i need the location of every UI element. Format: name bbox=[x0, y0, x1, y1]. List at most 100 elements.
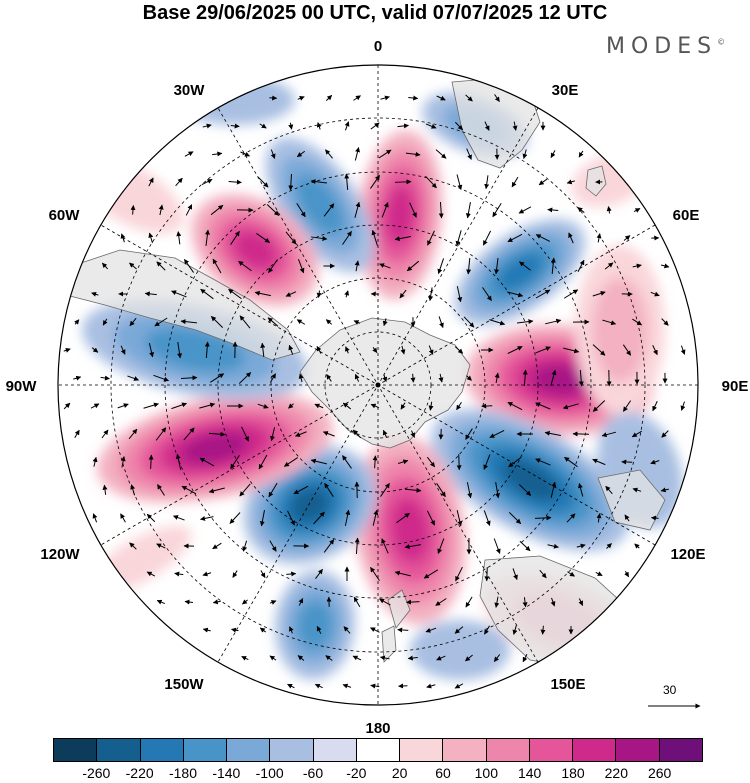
lon-label-60e: 60E bbox=[673, 207, 700, 224]
wind-vector bbox=[74, 429, 80, 439]
map-title: Base 29/06/2025 00 UTC, valid 07/07/2025… bbox=[142, 2, 608, 24]
anomaly-contour bbox=[297, 600, 333, 650]
lon-label-180: 180 bbox=[365, 720, 390, 737]
wind-vector bbox=[680, 345, 686, 355]
anomaly-contour bbox=[497, 253, 543, 291]
colorbar-swatch bbox=[182, 739, 227, 761]
wind-vector bbox=[325, 319, 333, 325]
wind-vector bbox=[568, 232, 574, 244]
wind-vector bbox=[297, 655, 305, 661]
wind-vector bbox=[632, 263, 642, 269]
wind-vector bbox=[212, 542, 222, 550]
colorbar-swatch bbox=[139, 739, 183, 761]
wind-vector bbox=[239, 483, 251, 497]
colorbar-tick-label: 260 bbox=[647, 765, 672, 781]
colorbar-swatch bbox=[442, 739, 486, 761]
wind-vector bbox=[354, 260, 360, 272]
wind-vector bbox=[577, 207, 585, 213]
anomaly-contour bbox=[592, 277, 648, 383]
wind-vector bbox=[435, 149, 447, 159]
wind-vector bbox=[397, 627, 409, 633]
latitude-circle bbox=[217, 224, 539, 546]
wind-vector bbox=[425, 175, 437, 189]
colorbar-tick-label: -220 bbox=[125, 765, 154, 781]
wind-vector bbox=[204, 341, 210, 359]
wind-vector bbox=[100, 375, 110, 381]
colorbar-tick-label: 60 bbox=[435, 765, 451, 781]
wind-vector bbox=[268, 482, 278, 498]
wind-vector bbox=[535, 346, 551, 354]
wind-vector bbox=[370, 122, 380, 130]
wind-vector bbox=[345, 346, 350, 354]
wind-vector bbox=[92, 456, 98, 467]
wind-vector bbox=[482, 287, 492, 302]
wind-vector bbox=[176, 231, 182, 245]
wind-vector bbox=[426, 510, 436, 526]
wind-vector bbox=[259, 123, 267, 129]
wind-vector bbox=[208, 487, 225, 494]
wind-vector bbox=[494, 258, 500, 275]
wind-vector bbox=[399, 289, 407, 299]
wind-vector bbox=[184, 151, 194, 157]
wind-vector bbox=[606, 206, 612, 214]
wind-vector bbox=[184, 599, 194, 605]
wind-vector bbox=[517, 319, 534, 325]
wind-vector bbox=[567, 571, 575, 577]
wind-vector bbox=[325, 149, 333, 159]
wind-vector bbox=[208, 431, 226, 437]
wind-vector bbox=[199, 457, 215, 467]
wind-vector bbox=[435, 598, 447, 606]
wind-vector bbox=[156, 261, 166, 271]
wind-vector bbox=[507, 401, 523, 411]
wind-vector bbox=[181, 485, 197, 495]
wind-vector bbox=[354, 373, 360, 382]
wind-vector bbox=[316, 122, 322, 130]
wind-vector bbox=[91, 291, 99, 297]
wind-vector bbox=[269, 540, 277, 552]
wind-vector bbox=[652, 345, 658, 356]
wind-vector bbox=[535, 289, 551, 299]
wind-vector bbox=[379, 655, 390, 661]
wind-vector bbox=[466, 148, 472, 160]
brand-mark: © bbox=[717, 37, 726, 47]
wind-vector bbox=[405, 151, 421, 157]
polar-map: 0 30E 60E 90E 120E 150E 180 150W 120W 90… bbox=[6, 38, 749, 737]
wind-vector bbox=[519, 261, 531, 271]
wind-vector bbox=[540, 625, 546, 635]
wind-vector bbox=[146, 513, 156, 523]
brand-text: MODES bbox=[606, 34, 718, 59]
wind-vector bbox=[522, 653, 528, 663]
wind-vector bbox=[180, 319, 198, 325]
wind-vector bbox=[231, 627, 239, 633]
wind-vector bbox=[494, 372, 500, 383]
wind-vector bbox=[297, 259, 305, 274]
lon-label-30e: 30E bbox=[552, 82, 579, 99]
wind-vector bbox=[288, 344, 294, 355]
wind-vector bbox=[173, 515, 185, 521]
wind-vector bbox=[632, 318, 643, 326]
wind-vector bbox=[518, 206, 532, 214]
wind-vector bbox=[90, 403, 100, 409]
wind-vector bbox=[102, 318, 108, 326]
wind-vector bbox=[228, 288, 242, 300]
wind-vector bbox=[101, 429, 109, 439]
wind-vector bbox=[380, 95, 390, 101]
wind-vector bbox=[241, 599, 248, 605]
wind-vector bbox=[428, 345, 434, 355]
modes-logo: MODES© bbox=[606, 34, 725, 59]
wind-vector bbox=[210, 373, 225, 383]
wind-vector bbox=[293, 485, 309, 495]
wind-vector bbox=[202, 571, 212, 577]
wind-vector bbox=[239, 315, 251, 329]
wind-vector bbox=[326, 374, 332, 382]
wind-vector bbox=[372, 509, 379, 526]
wind-vector bbox=[156, 599, 166, 605]
wind-vector bbox=[550, 369, 557, 386]
wind-vector bbox=[129, 262, 137, 270]
wind-vector bbox=[426, 683, 436, 689]
wind-vector bbox=[519, 540, 531, 552]
wind-vector bbox=[493, 654, 501, 662]
anomaly-contour bbox=[532, 364, 588, 396]
wind-vector bbox=[508, 456, 522, 468]
wind-vector bbox=[437, 538, 445, 554]
